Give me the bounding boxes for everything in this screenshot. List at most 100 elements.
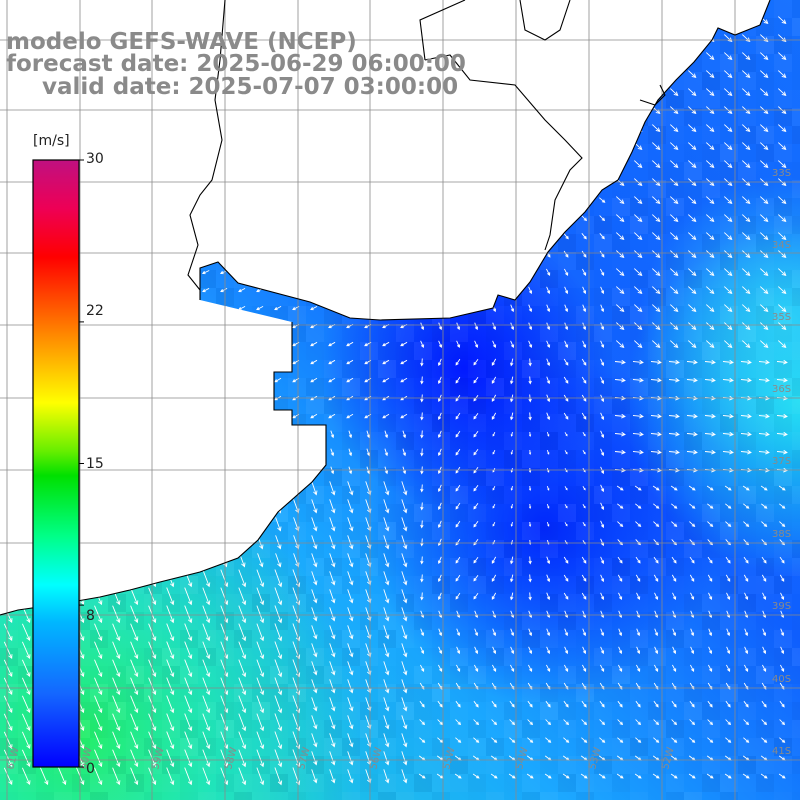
wind-arrow — [400, 377, 408, 383]
wind-arrow — [22, 306, 30, 311]
wind-arrow — [723, 322, 733, 331]
wind-arrow — [510, 340, 515, 349]
wind-arrow — [741, 214, 751, 223]
wind-arrow — [309, 198, 318, 203]
wind-arrow — [672, 610, 677, 619]
wind-arrow — [203, 481, 210, 496]
wind-arrow — [564, 610, 569, 619]
wind-arrow — [202, 713, 211, 732]
wind-arrow — [400, 288, 408, 293]
wind-arrow — [725, 700, 731, 708]
wind-arrow — [3, 713, 13, 732]
wind-arrow — [725, 719, 732, 726]
wind-arrow — [581, 376, 587, 384]
wind-arrow — [600, 340, 605, 349]
wind-arrow — [474, 664, 479, 672]
wind-arrow — [761, 521, 768, 528]
wind-arrow — [21, 144, 30, 149]
wind-arrow — [4, 341, 12, 347]
wind-arrow — [22, 413, 30, 419]
wind-arrow — [635, 574, 641, 582]
wind-arrow — [582, 340, 587, 349]
wind-arrow — [130, 659, 139, 678]
wind-arrow — [741, 250, 751, 259]
wind-arrow — [689, 521, 696, 528]
wind-arrow — [3, 234, 12, 239]
wind-arrow — [687, 340, 697, 349]
wind-arrow — [563, 358, 569, 366]
wind-arrow — [616, 485, 624, 491]
wind-arrow — [22, 481, 30, 496]
wind-arrow — [599, 250, 605, 258]
wind-arrow — [112, 713, 121, 732]
wind-arrow — [723, 214, 733, 223]
wind-arrow — [689, 719, 696, 726]
wind-arrow — [22, 499, 30, 514]
wind-arrow — [456, 322, 461, 331]
wind-arrow — [21, 677, 31, 696]
wind-arrow — [94, 749, 103, 768]
wind-arrow — [510, 610, 515, 619]
wind-arrow — [633, 286, 643, 295]
wind-arrow — [564, 486, 568, 491]
wind-arrow — [473, 502, 479, 510]
wind-arrow — [653, 521, 660, 528]
wind-arrow — [563, 556, 569, 564]
wind-arrow — [309, 126, 318, 131]
wind-arrow — [582, 522, 586, 527]
wind-arrow — [401, 625, 408, 640]
wind-arrow — [94, 535, 102, 550]
wind-arrow — [130, 695, 139, 714]
wind-arrow — [184, 359, 192, 365]
wind-arrow — [93, 270, 102, 275]
wind-arrow — [309, 216, 318, 221]
wind-arrow — [546, 304, 551, 313]
wind-arrow — [723, 16, 733, 25]
wind-arrow — [401, 589, 408, 604]
wind-arrow — [202, 306, 210, 311]
wind-arrow — [437, 215, 444, 222]
wind-arrow — [57, 18, 66, 23]
wind-arrow — [473, 376, 479, 384]
wind-arrow — [184, 288, 192, 293]
wind-arrow — [239, 517, 246, 532]
wind-arrow — [686, 431, 698, 437]
wind-arrow — [202, 359, 210, 365]
wind-arrow — [455, 448, 461, 456]
wind-arrow — [112, 749, 121, 768]
wind-arrow — [329, 607, 336, 622]
latitude-label: 39S — [772, 601, 791, 612]
wind-arrow — [546, 358, 551, 367]
wind-arrow — [420, 556, 424, 565]
wind-arrow — [562, 161, 570, 167]
wind-arrow — [166, 659, 175, 678]
wind-arrow — [383, 553, 390, 568]
wind-arrow — [165, 198, 174, 203]
wind-arrow — [184, 377, 192, 383]
wind-arrow — [651, 340, 661, 349]
wind-arrow — [382, 413, 390, 419]
wind-arrow — [509, 700, 515, 708]
wind-arrow — [581, 233, 587, 240]
wind-arrow — [510, 322, 515, 331]
wind-arrow — [545, 215, 552, 222]
wind-arrow — [615, 70, 625, 79]
wind-arrow — [39, 767, 49, 786]
wind-arrow — [724, 485, 732, 491]
wind-arrow — [723, 142, 733, 151]
wind-arrow — [329, 751, 336, 766]
wind-arrow — [564, 268, 569, 276]
wind-arrow — [328, 341, 336, 347]
wind-arrow — [329, 625, 336, 640]
wind-arrow — [492, 646, 497, 655]
wind-arrow — [759, 124, 769, 133]
wind-arrow — [741, 88, 751, 97]
wind-arrow — [166, 731, 175, 750]
wind-arrow — [761, 719, 768, 726]
wind-arrow — [312, 448, 317, 457]
latitude-label: 41S — [772, 746, 791, 757]
wind-arrow — [779, 574, 785, 582]
wind-arrow — [654, 610, 659, 619]
wind-arrow — [598, 161, 606, 167]
wind-arrow — [400, 413, 408, 419]
